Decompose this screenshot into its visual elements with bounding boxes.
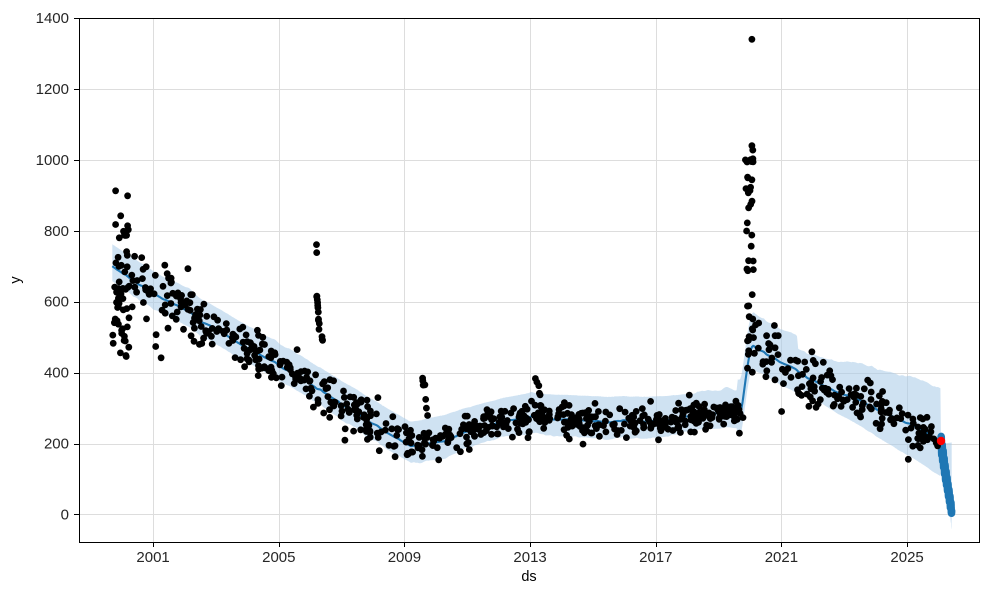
svg-text:1200: 1200 [36, 81, 69, 98]
svg-text:2013: 2013 [513, 549, 546, 566]
svg-text:ds: ds [521, 569, 536, 585]
svg-text:200: 200 [44, 436, 69, 453]
svg-text:2017: 2017 [639, 549, 672, 566]
svg-text:2005: 2005 [262, 549, 295, 566]
svg-text:2021: 2021 [765, 549, 798, 566]
svg-text:0: 0 [61, 506, 69, 523]
svg-text:y: y [8, 276, 24, 284]
svg-text:1400: 1400 [36, 10, 69, 27]
svg-text:2025: 2025 [890, 549, 923, 566]
svg-text:1000: 1000 [36, 152, 69, 169]
svg-text:800: 800 [44, 223, 69, 240]
svg-text:2001: 2001 [136, 549, 169, 566]
svg-text:600: 600 [44, 294, 69, 311]
svg-text:400: 400 [44, 365, 69, 382]
svg-text:2009: 2009 [388, 549, 421, 566]
